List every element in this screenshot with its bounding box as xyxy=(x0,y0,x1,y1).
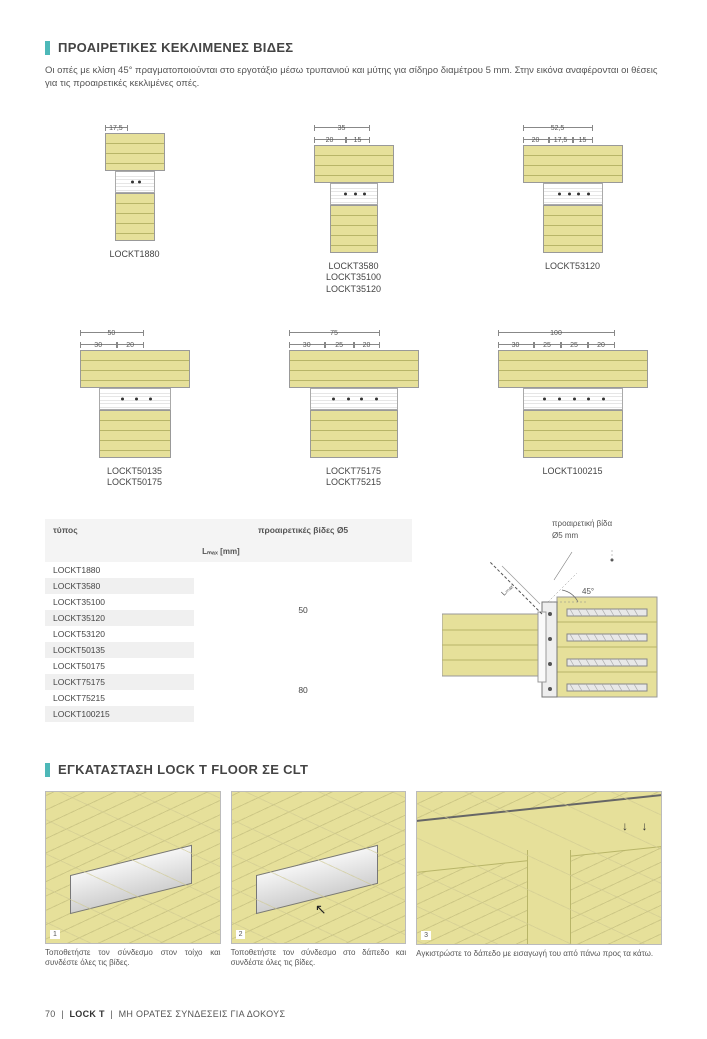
diagram-1: 352015LOCKT3580LOCKT35100LOCKT35120 xyxy=(264,121,443,296)
footer-product: LOCK T xyxy=(69,1009,104,1019)
cell-type: LOCKT3580 xyxy=(45,578,194,594)
diagram-5: 10030252520LOCKT100215 xyxy=(483,326,662,489)
install-illustration: ↓↓3 xyxy=(416,791,662,945)
cell-type: LOCKT35120 xyxy=(45,610,194,626)
section-1-header: ΠΡΟΑΙΡΕΤΙΚΕΣ ΚΕΚΛΙΜΕΝΕΣ ΒΙΔΕΣ xyxy=(45,40,662,55)
install-illustration: 1 xyxy=(45,791,221,944)
footer-desc: ΜΗ ΟΡΑΤΕΣ ΣΥΝΔΕΣΕΙΣ ΓΙΑ ΔΟΚΟΥΣ xyxy=(119,1009,286,1019)
section-2-title: ΕΓΚΑΤΑΣΤΑΣΗ LOCK T FLOOR ΣΕ CLT xyxy=(58,762,308,777)
install-step-2: ↖2 Τοποθετήστε τον σύνδεσμο στο δάπεδο κα… xyxy=(231,791,407,968)
col-type: τύπος xyxy=(45,519,194,541)
install-row: 1 Τοποθετήστε τον σύνδεσμο στον τοίχο και… xyxy=(45,791,662,968)
cell-value: 80 xyxy=(194,658,412,722)
cs-note-2: Ø5 mm xyxy=(552,531,662,541)
col-subhead: Lₘₐₓ [mm] xyxy=(194,541,412,562)
section-marker xyxy=(45,763,50,777)
install-caption: Αγκιστρώστε το δάπεδο με εισαγωγή του απ… xyxy=(416,949,662,959)
cell-type: LOCKT75215 xyxy=(45,690,194,706)
install-step-1: 1 Τοποθετήστε τον σύνδεσμο στον τοίχο και… xyxy=(45,791,221,968)
diagram-grid: 17,5LOCKT1880352015LOCKT3580LOCKT35100LO… xyxy=(45,121,662,489)
install-step-number: 2 xyxy=(236,930,246,939)
install-step-number: 1 xyxy=(50,930,60,939)
diagram-label: LOCKT50135LOCKT50175 xyxy=(45,466,224,489)
table-row: LOCKT188050 xyxy=(45,562,412,578)
cell-type: LOCKT35100 xyxy=(45,594,194,610)
spec-table: τύπος προαιρετικές βίδες Ø5 Lₘₐₓ [mm] LO… xyxy=(45,519,412,722)
cell-type: LOCKT53120 xyxy=(45,626,194,642)
page-number: 70 xyxy=(45,1009,56,1019)
cell-value: 50 xyxy=(194,562,412,658)
angle-label: 45° xyxy=(582,587,594,596)
cross-section: προαιρετική βίδα Ø5 mm xyxy=(442,519,662,715)
section-2-header: ΕΓΚΑΤΑΣΤΑΣΗ LOCK T FLOOR ΣΕ CLT xyxy=(45,762,662,777)
section-marker xyxy=(45,41,50,55)
diagram-label: LOCKT75175LOCKT75215 xyxy=(264,466,443,489)
diagram-0: 17,5LOCKT1880 xyxy=(45,121,224,296)
cell-type: LOCKT1880 xyxy=(45,562,194,578)
page-footer: 70 | LOCK T | ΜΗ ΟΡΑΤΕΣ ΣΥΝΔΕΣΕΙΣ ΓΙΑ ΔΟ… xyxy=(45,1009,662,1019)
install-step-3: ↓↓3 Αγκιστρώστε το δάπεδο με εισαγωγή του… xyxy=(416,791,662,968)
diagram-3: 503020LOCKT50135LOCKT50175 xyxy=(45,326,224,489)
install-caption: Τοποθετήστε τον σύνδεσμο στο δάπεδο και … xyxy=(231,948,407,969)
cell-type: LOCKT100215 xyxy=(45,706,194,722)
install-step-number: 3 xyxy=(421,931,431,940)
install-illustration: ↖2 xyxy=(231,791,407,944)
diagram-label: LOCKT100215 xyxy=(483,466,662,478)
diagram-4: 75302520LOCKT75175LOCKT75215 xyxy=(264,326,443,489)
cell-type: LOCKT50135 xyxy=(45,642,194,658)
diagram-label: LOCKT1880 xyxy=(45,249,224,261)
table-row: LOCKT5017580 xyxy=(45,658,412,674)
cs-note-1: προαιρετική βίδα xyxy=(552,519,662,529)
cell-type: LOCKT75175 xyxy=(45,674,194,690)
cell-type: LOCKT50175 xyxy=(45,658,194,674)
diagram-label: LOCKT3580LOCKT35100LOCKT35120 xyxy=(264,261,443,296)
section-1-intro: Οι οπές με κλίση 45° πραγματοποιούνται σ… xyxy=(45,65,662,91)
col-screws: προαιρετικές βίδες Ø5 xyxy=(194,519,412,541)
spec-table-wrap: τύπος προαιρετικές βίδες Ø5 Lₘₐₓ [mm] LO… xyxy=(45,519,412,722)
cross-section-svg: 45° Lₘₐₓ xyxy=(442,542,662,712)
install-caption: Τοποθετήστε τον σύνδεσμο στον τοίχο και … xyxy=(45,948,221,969)
section-1-title: ΠΡΟΑΙΡΕΤΙΚΕΣ ΚΕΚΛΙΜΕΝΕΣ ΒΙΔΕΣ xyxy=(58,40,293,55)
diagram-2: 52,52017,515LOCKT53120 xyxy=(483,121,662,296)
diagram-label: LOCKT53120 xyxy=(483,261,662,273)
